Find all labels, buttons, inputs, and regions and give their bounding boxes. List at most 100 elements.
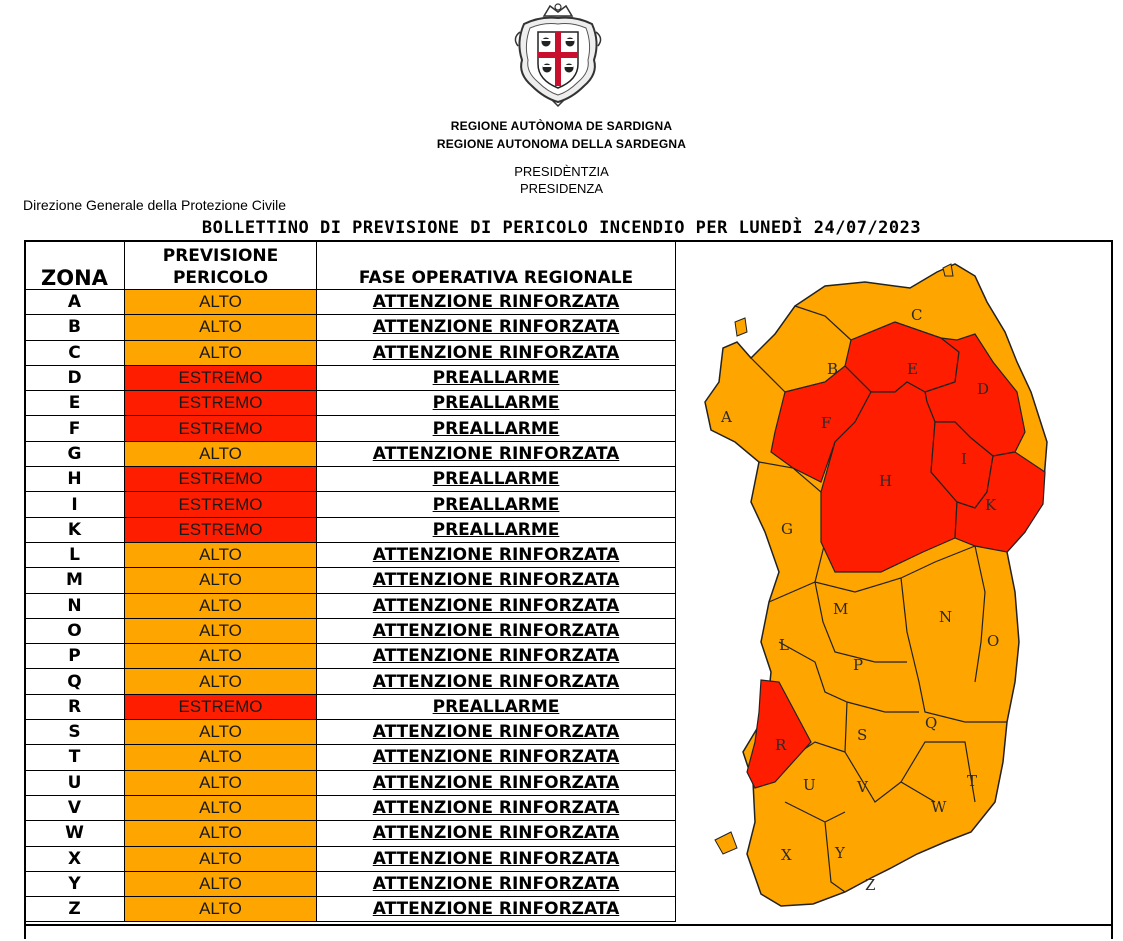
risk-level-cell: ALTO (124, 567, 317, 594)
risk-level-cell: ESTREMO (124, 466, 317, 493)
table-row: N ALTO ATTENZIONE RINFORZATA (24, 592, 676, 619)
risk-level-cell: ALTO (124, 288, 317, 316)
map-zone-label: S (857, 726, 868, 744)
map-zone-label: X (781, 846, 792, 864)
zone-cell: W (24, 820, 125, 847)
operational-phase-cell: ATTENZIONE RINFORZATA (316, 794, 676, 822)
map-zone-label: R (775, 736, 787, 754)
table-row: Q ALTO ATTENZIONE RINFORZATA (24, 668, 676, 695)
zone-cell: Q (24, 668, 125, 695)
operational-phase-cell: ATTENZIONE RINFORZATA (316, 440, 676, 468)
risk-level-cell: ALTO (124, 668, 317, 695)
operational-phase-cell: ATTENZIONE RINFORZATA (316, 592, 676, 619)
map-zone-label: D (977, 380, 990, 398)
zone-cell: V (24, 794, 125, 822)
zone-cell: A (24, 288, 125, 316)
presidency-italian: PRESIDENZA (519, 181, 604, 196)
zone-cell: N (24, 592, 125, 619)
table-row: W ALTO ATTENZIONE RINFORZATA (24, 820, 676, 847)
map-zone-label: L (779, 636, 789, 654)
risk-level-cell: ALTO (124, 896, 317, 923)
operational-phase-cell: ATTENZIONE RINFORZATA (316, 617, 676, 645)
regional-coat-of-arms-icon (514, 3, 602, 108)
region-name-sardinian: REGIONE AUTÒNOMA DE SARDIGNA (450, 119, 673, 133)
risk-level-cell: ALTO (124, 643, 317, 670)
table-row: T ALTO ATTENZIONE RINFORZATA (24, 744, 676, 771)
operational-phase-cell: ATTENZIONE RINFORZATA (316, 744, 676, 771)
sardinia-risk-map: A B C D E F G H I K L M N O P Q R S T U V W X Y Z (675, 242, 1111, 924)
map-zone-label: B (827, 360, 839, 378)
map-zone-label: T (967, 772, 978, 790)
operational-phase-cell: ATTENZIONE RINFORZATA (316, 896, 676, 923)
map-zone-label: U (803, 776, 816, 794)
map-zone-label: N (939, 608, 953, 626)
map-zone-label: P (853, 656, 864, 674)
table-row: L ALTO ATTENZIONE RINFORZATA (24, 541, 676, 569)
table-row: V ALTO ATTENZIONE RINFORZATA (24, 794, 676, 822)
zone-cell: Y (24, 870, 125, 898)
zone-cell: E (24, 390, 125, 417)
zone-cell: H (24, 466, 125, 493)
operational-phase-cell: ATTENZIONE RINFORZATA (316, 820, 676, 847)
operational-phase-cell: ATTENZIONE RINFORZATA (316, 668, 676, 695)
risk-level-cell: ALTO (124, 794, 317, 822)
table-row: A ALTO ATTENZIONE RINFORZATA (24, 288, 676, 316)
zone-cell: K (24, 516, 125, 543)
map-zone-k (954, 451, 1046, 553)
risk-level-cell: ALTO (124, 820, 317, 847)
operational-phase-cell: PREALLARME (316, 491, 676, 518)
directorate-name: Direzione Generale della Protezione Civi… (23, 197, 287, 213)
table-row: U ALTO ATTENZIONE RINFORZATA (24, 769, 676, 796)
map-zone-label: W (931, 798, 947, 816)
risk-level-cell: ALTO (124, 314, 317, 341)
map-zone-label: C (911, 306, 923, 324)
table-row: C ALTO ATTENZIONE RINFORZATA (24, 339, 676, 366)
header-previsione: PREVISIONE PERICOLO (124, 240, 317, 290)
operational-phase-cell: PREALLARME (316, 415, 676, 442)
risk-level-cell: ALTO (124, 870, 317, 898)
risk-level-cell: ALTO (124, 541, 317, 569)
risk-level-cell: ALTO (124, 339, 317, 366)
table-row: Z ALTO ATTENZIONE RINFORZATA (24, 896, 676, 923)
map-zone-label: M (833, 600, 849, 618)
map-zone-label: Z (865, 876, 876, 894)
table-row: R ESTREMO PREALLARME (24, 693, 676, 721)
risk-level-cell: ALTO (124, 592, 317, 619)
zone-cell: C (24, 339, 125, 366)
bulletin-bottom-row (24, 924, 1113, 941)
map-zone-r (746, 679, 812, 789)
map-zone-label: G (781, 520, 793, 538)
map-zone-label: Q (925, 714, 938, 732)
header-zona: ZONA (24, 240, 125, 290)
zone-cell: P (24, 643, 125, 670)
map-zone-label: I (961, 450, 967, 468)
map-zone-label: F (821, 414, 832, 432)
risk-level-cell: ALTO (124, 440, 317, 468)
table-row: D ESTREMO PREALLARME (24, 364, 676, 392)
document-header: REGIONE AUTÒNOMA DE SARDIGNA REGIONE AUT… (0, 0, 1123, 200)
sardinia-map-svg (704, 263, 1048, 907)
zone-cell: B (24, 314, 125, 341)
risk-level-cell: ALTO (124, 769, 317, 796)
zone-cell: R (24, 693, 125, 721)
risk-level-cell: ESTREMO (124, 390, 317, 417)
operational-phase-cell: ATTENZIONE RINFORZATA (316, 845, 676, 872)
risk-level-cell: ALTO (124, 719, 317, 746)
operational-phase-cell: ATTENZIONE RINFORZATA (316, 288, 676, 316)
table-row: F ESTREMO PREALLARME (24, 415, 676, 442)
map-zone-label: K (985, 496, 997, 514)
table-row: Y ALTO ATTENZIONE RINFORZATA (24, 870, 676, 898)
table-row: I ESTREMO PREALLARME (24, 491, 676, 518)
table-row: P ALTO ATTENZIONE RINFORZATA (24, 643, 676, 670)
region-name-italian: REGIONE AUTONOMA DELLA SARDEGNA (436, 137, 687, 151)
map-zone-label: E (907, 360, 918, 378)
map-zone-label: H (879, 472, 893, 490)
operational-phase-cell: ATTENZIONE RINFORZATA (316, 870, 676, 898)
operational-phase-cell: ATTENZIONE RINFORZATA (316, 567, 676, 594)
zone-cell: U (24, 769, 125, 796)
operational-phase-cell: ATTENZIONE RINFORZATA (316, 643, 676, 670)
map-zone-label: A (721, 408, 732, 426)
map-zone-label: O (987, 632, 1000, 650)
table-row: M ALTO ATTENZIONE RINFORZATA (24, 567, 676, 594)
operational-phase-cell: ATTENZIONE RINFORZATA (316, 314, 676, 341)
